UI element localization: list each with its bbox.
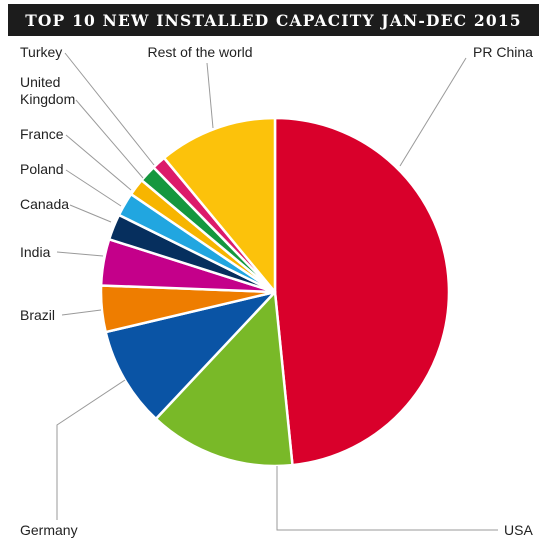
slice-label-line: France <box>20 126 64 142</box>
slice-label-line: India <box>20 244 51 260</box>
slice-label-line: Poland <box>20 161 64 177</box>
leader-line-usa <box>276 466 498 531</box>
slice-label-line: USA <box>504 522 533 538</box>
leader-line-canadaa <box>69 204 112 223</box>
slice-label-line: Turkey <box>20 44 62 60</box>
leader-line-pr-china <box>399 57 467 167</box>
slice-label-line: Rest of the world <box>147 44 252 60</box>
leader-line-france <box>65 134 132 191</box>
leader-line-poland <box>65 169 122 207</box>
slice-label-brazil: Brazil <box>20 307 55 323</box>
leader-line-united-kingdom <box>75 99 144 179</box>
slice-label-line: Canada <box>20 196 69 212</box>
slice-label-india: India <box>20 244 51 260</box>
slice-label-line: PR China <box>473 44 533 60</box>
leader-line-india <box>56 251 104 257</box>
slice-label-france: France <box>20 126 64 142</box>
slice-label-pr-china: PR China <box>473 44 533 60</box>
slice-label-united-kingdom: United Kingdom <box>20 74 75 107</box>
slice-label-poland: Poland <box>20 161 64 177</box>
slice-label-turkey: Turkey <box>20 44 62 60</box>
pie-slices <box>99 116 451 468</box>
leader-line-germany <box>56 379 126 520</box>
slice-label-line: Brazil <box>20 307 55 323</box>
slice-label-usa: USA <box>504 522 533 538</box>
slice-label-canadaa: Canada <box>20 196 69 212</box>
leader-line-turkey <box>64 52 155 166</box>
pie-slice-rest-of-the-world <box>162 116 277 294</box>
chart-title: TOP 10 NEW INSTALLED CAPACITY JAN-DEC 20… <box>25 10 522 30</box>
leader-line-brazil <box>61 309 102 316</box>
pie-slice-usa <box>154 290 294 468</box>
chart-title-bar: TOP 10 NEW INSTALLED CAPACITY JAN-DEC 20… <box>8 4 539 36</box>
leader-line-rest-of-the-world <box>206 62 214 129</box>
pie-slice-germany <box>104 290 277 421</box>
slice-label-line: Germany <box>20 522 78 538</box>
slice-labels: PR China USA Germany Brazil India Canada Polan… <box>20 44 533 538</box>
slice-label-line: United <box>20 74 60 90</box>
slice-label-line: Kingdom <box>20 91 75 107</box>
leader-lines <box>56 52 498 531</box>
slice-label-germany: Germany <box>20 522 78 538</box>
slice-label-rest-of-the-world: Rest of the world <box>147 44 252 60</box>
pie-slice-pr-china <box>273 116 451 467</box>
